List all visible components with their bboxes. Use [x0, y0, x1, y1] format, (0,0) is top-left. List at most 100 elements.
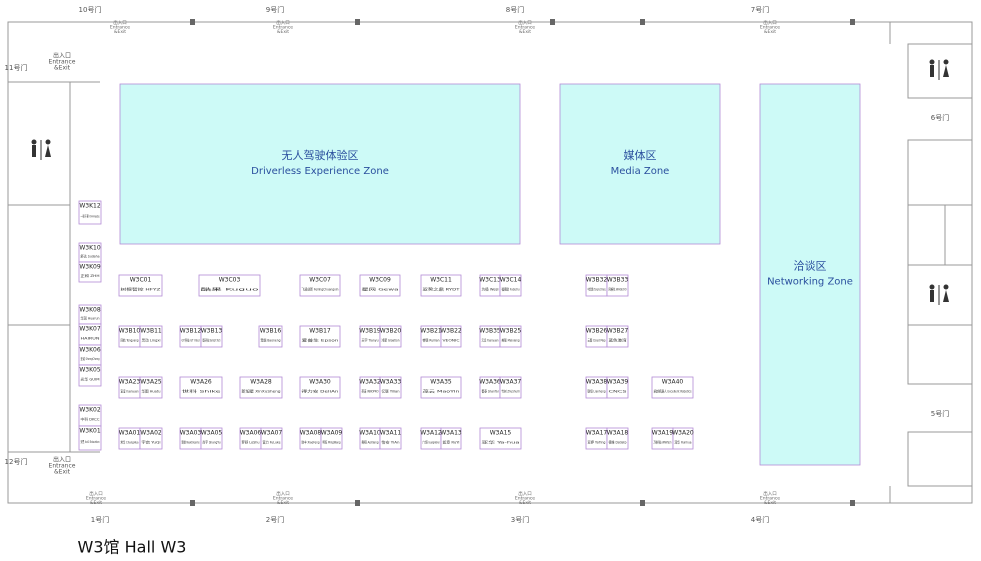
booth-box: [651, 376, 694, 399]
booth: W3A17 亚婷 YaTing: [585, 427, 607, 450]
booth-name: 蓝色港湾: [609, 338, 628, 343]
door: [190, 500, 195, 506]
booth-name: 天宇 Tianyu: [362, 338, 379, 343]
booth: W3A02 宇启 YuQi: [139, 427, 163, 450]
zone-name-en: Driverless Experience Zone: [251, 166, 389, 177]
booth: W3A39 CNCS: [606, 376, 629, 399]
booth: W3A23 宣谊 Xuanyuan: [118, 376, 140, 399]
booth-id: W3A39: [607, 379, 629, 386]
entrance-label: 出入口: [763, 490, 777, 497]
booth-name: 广合惠 GuangHeHui: [423, 440, 440, 445]
booth-name: 尚宇 ShangYu: [203, 440, 221, 445]
booth-box: [440, 325, 462, 348]
booth-name: 树根智控 HFYZ: [121, 287, 162, 292]
booth-name: 润华 Runhua: [675, 440, 692, 445]
entrance-label: &Exit: [277, 29, 289, 35]
booth-id: W3A01: [119, 430, 141, 437]
booth-id: W3B26: [586, 328, 608, 335]
booth-name: 怡安 YiAn: [382, 440, 400, 445]
booth-id: W3K12: [79, 203, 101, 210]
booth-name: GT科技 GT Intel: [182, 338, 200, 343]
booth-box: [299, 376, 341, 399]
entrance-label: &Exit: [764, 29, 776, 35]
booth-box: [78, 425, 102, 451]
booth-id: W3B25: [500, 328, 522, 335]
booth-id: W3A28: [250, 379, 272, 386]
booth: W3B20 鸿蒙 Gloation: [379, 325, 401, 348]
booth: W3A05 尚宇 ShangYu: [200, 427, 222, 450]
booth-id: W3A19: [652, 430, 674, 437]
booth-box: [606, 325, 629, 348]
entrance-label: Entrance: [49, 463, 76, 470]
booth-id: W3B27: [607, 328, 629, 335]
booth-id: W3A09: [321, 430, 343, 437]
booth-id: W3C14: [500, 277, 522, 284]
booth-name: 常华 ChangHua: [121, 440, 139, 445]
booth-id: W3A10: [359, 430, 381, 437]
booth-name: 晓丰 XiaoFeng: [302, 440, 320, 445]
booth-name: 万维科技 WANTech: [654, 440, 672, 445]
entrance-label: 出入口: [53, 52, 71, 60]
gate-label: 6号门: [931, 113, 949, 122]
booth-box: [260, 427, 283, 450]
booth-name: 得力安 DeliAn: [302, 389, 339, 394]
booth-name: 睿联 Ruilian: [423, 338, 440, 343]
booth: W3A28 新旭星 XinXuSheng: [239, 376, 283, 399]
booth-box: [299, 325, 341, 348]
booth-id: W3B13: [201, 328, 223, 335]
door: [850, 500, 855, 506]
gate-label: 9号门: [266, 5, 284, 14]
gate-label: 4号门: [751, 515, 769, 524]
booth-name: 罗舒 LoShu: [242, 440, 260, 445]
booth: W3C07 飞凌创新 FeilingChuangxin: [299, 274, 341, 297]
booth-name: 飞凌创新 FeilingChuangxin: [302, 287, 339, 292]
booth-box: [672, 427, 694, 450]
booth-id: W3A13: [440, 430, 462, 437]
booth-box: [359, 274, 401, 297]
gate-label: 2号门: [266, 515, 284, 524]
booth-box: [499, 325, 522, 348]
door: [850, 19, 855, 25]
booth-id: W3B11: [140, 328, 162, 335]
booth-name: 德维 Datiato: [609, 440, 627, 445]
booth: W3A19 万维科技 WANTech: [651, 427, 674, 450]
door: [550, 19, 555, 25]
zone-name-en: Media Zone: [611, 166, 670, 177]
entrance-label: Entrance: [760, 496, 780, 502]
booth-box: [179, 376, 223, 399]
booth: W3K09 正和 ZHH: [78, 261, 102, 283]
booth-box: [198, 274, 261, 297]
door: [355, 19, 360, 25]
booth-box: [320, 427, 343, 450]
booth-name: 中科 DKCC: [81, 417, 101, 422]
booth-name: 华润 Huarun: [81, 316, 100, 321]
booth-id: W3A36: [479, 379, 501, 386]
booth-id: W3C13: [479, 277, 501, 284]
booth: W3C01 树根智控 HFYZ: [118, 274, 163, 297]
zone: [559, 83, 721, 245]
gate-label: 3号门: [511, 515, 529, 524]
booth-name: 元远 Yuanyuan: [482, 338, 499, 343]
entrance-label: Entrance: [515, 25, 535, 31]
door: [640, 19, 645, 25]
booth-name: 亿联 Yilian: [382, 389, 400, 394]
zone-name-cn: 洽谈区: [794, 260, 827, 273]
booth-box: [606, 376, 629, 399]
booth-id: W3B21: [420, 328, 442, 335]
booth-id: W3K05: [79, 367, 101, 374]
entrance-label: 出入口: [89, 490, 103, 497]
booth-name: 华图 Huatu: [142, 389, 161, 394]
entrance-label: &Exit: [519, 500, 531, 506]
restroom-icons: [31, 59, 949, 305]
booth-box: [499, 274, 522, 297]
entrance-label: &Exit: [90, 500, 102, 506]
entrance-label: 出入口: [518, 490, 532, 497]
entrance-label: Entrance: [86, 496, 106, 502]
booth-id: W3K02: [79, 407, 101, 414]
booth: W3K05 光华 GUIM: [78, 364, 102, 387]
hall-title: W3馆 Hall W3: [78, 538, 187, 557]
booth-name: 安思 AnSi Education: [81, 439, 100, 444]
zone-name-en: Networking Zone: [767, 277, 853, 288]
booth-id: W3K08: [79, 307, 101, 314]
booth: W3K02 中科 DKCC: [78, 404, 102, 427]
